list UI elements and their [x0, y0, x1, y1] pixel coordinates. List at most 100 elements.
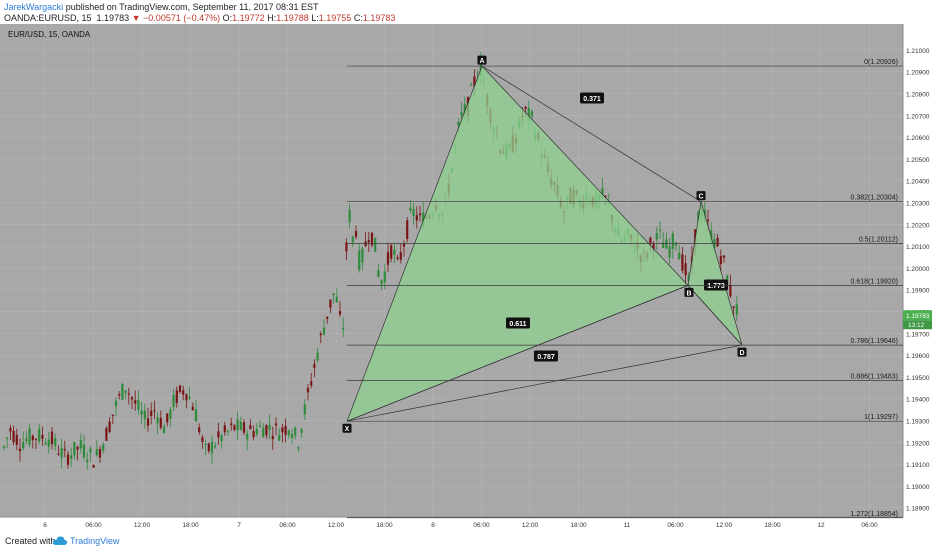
fib-level-label: 0.382(1.20304)	[851, 195, 898, 202]
candle-body	[114, 400, 118, 407]
candle-body	[38, 428, 41, 442]
candle-body	[732, 306, 735, 309]
candle-body	[722, 255, 726, 258]
candle-body	[265, 425, 268, 436]
candle-body	[460, 112, 463, 116]
candle-body	[303, 404, 306, 415]
candle-body	[134, 400, 137, 404]
candle-body	[674, 242, 678, 246]
price-tick-label: 1.19200	[906, 440, 930, 447]
candle-body	[92, 465, 95, 468]
candle-body	[57, 453, 60, 455]
open-label: O:	[222, 13, 233, 23]
high-label: H:	[267, 13, 277, 23]
candle-body	[217, 431, 220, 438]
candle-body	[326, 316, 329, 319]
price-tick-label: 1.19100	[906, 462, 930, 469]
candle-body	[281, 427, 284, 433]
candle-body	[188, 396, 191, 399]
candle-body	[31, 435, 34, 441]
price-change: −0.00571 (−0.47%)	[143, 13, 221, 23]
candle-body	[662, 242, 665, 248]
candle-body	[351, 236, 354, 243]
time-tick-label: 8	[431, 522, 435, 529]
tradingview-brand[interactable]: TradingView	[70, 536, 120, 546]
candle-body	[230, 423, 233, 426]
fib-level-label: 1.272(1.18854)	[851, 511, 898, 518]
candle-body	[204, 443, 207, 446]
low-value: 1.19755	[318, 13, 352, 23]
ratio-label: 0.371	[583, 96, 601, 103]
price-tick-label: 1.19500	[906, 375, 930, 382]
candle-body	[54, 438, 57, 446]
candle-body	[681, 254, 684, 271]
candle-body	[297, 447, 300, 449]
price-tick-label: 1.19700	[906, 331, 930, 338]
price-chart[interactable]: X A B C D 0.371 0.611 1.773 0.787 0(1.20926) 0.38…	[0, 24, 932, 532]
chart-header: JarekWargacki published on TradingView.c…	[0, 0, 932, 24]
candle-body	[418, 213, 422, 216]
time-tick-label: 06:00	[667, 522, 684, 529]
candle-body	[50, 431, 54, 445]
candle-body	[415, 215, 418, 221]
price-tick-label: 1.21000	[906, 48, 930, 55]
candle-body	[18, 448, 22, 452]
candle-body	[271, 435, 274, 440]
fib-level-label: 0.5(1.20112)	[859, 237, 898, 244]
ratio-label: 0.787	[537, 354, 555, 361]
candle-body	[313, 364, 316, 368]
open-value: 1.19772	[232, 13, 265, 23]
candle-body	[233, 425, 236, 430]
candle-body	[82, 444, 86, 458]
candle-body	[380, 280, 383, 285]
candle-body	[79, 440, 82, 449]
countdown-label: 13:12	[908, 322, 925, 329]
down-arrow-icon: ▼	[131, 13, 141, 23]
time-tick-label: 12:00	[716, 522, 733, 529]
candle-body	[684, 263, 687, 276]
candle-body	[89, 448, 92, 453]
candle-body	[22, 442, 25, 449]
time-tick-label: 06:00	[861, 522, 878, 529]
candle-body	[377, 270, 380, 277]
candle-body	[374, 237, 377, 252]
candle-body	[44, 442, 47, 445]
candle-body	[479, 60, 482, 76]
candle-body	[73, 441, 76, 456]
price-tick-label: 1.20100	[906, 244, 930, 251]
price-tick-label: 1.18900	[906, 506, 930, 513]
candle-body	[335, 296, 338, 303]
candle-body	[201, 437, 204, 443]
author-link[interactable]: JarekWargacki	[4, 2, 64, 12]
candle-body	[47, 439, 50, 447]
candle-body	[406, 220, 409, 239]
pattern-point-label: B	[686, 290, 691, 297]
axis-labels: 1.21000 1.20900 1.20800 1.20700 1.20600 1.205…	[43, 48, 932, 529]
candle-body	[393, 249, 396, 255]
candle-body	[166, 413, 169, 423]
candle-body	[367, 240, 370, 243]
candle-body	[130, 397, 134, 400]
pattern-point-marker	[684, 287, 694, 297]
candle-body	[719, 255, 722, 264]
candle-body	[396, 257, 399, 259]
candle-body	[649, 237, 652, 244]
fib-level-label: 1(1.19297)	[864, 414, 898, 421]
countdown-tag	[903, 320, 932, 330]
candle-body	[665, 239, 668, 249]
pattern-point-label: A	[479, 58, 484, 65]
candle-body	[729, 284, 732, 297]
candle-body	[169, 409, 172, 419]
candle-body	[223, 425, 226, 433]
footer: Created with TradingView	[0, 532, 932, 550]
candle-body	[287, 430, 290, 436]
candle-body	[41, 434, 44, 439]
candle-body	[706, 219, 710, 222]
time-tick-label: 06:00	[473, 522, 490, 529]
ratio-label: 1.773	[707, 283, 725, 290]
ratio-badge	[534, 350, 558, 362]
time-tick-label: 18:00	[182, 522, 199, 529]
pattern-point-label: D	[739, 350, 744, 357]
candle-body	[25, 438, 28, 442]
candle-body	[402, 243, 406, 247]
